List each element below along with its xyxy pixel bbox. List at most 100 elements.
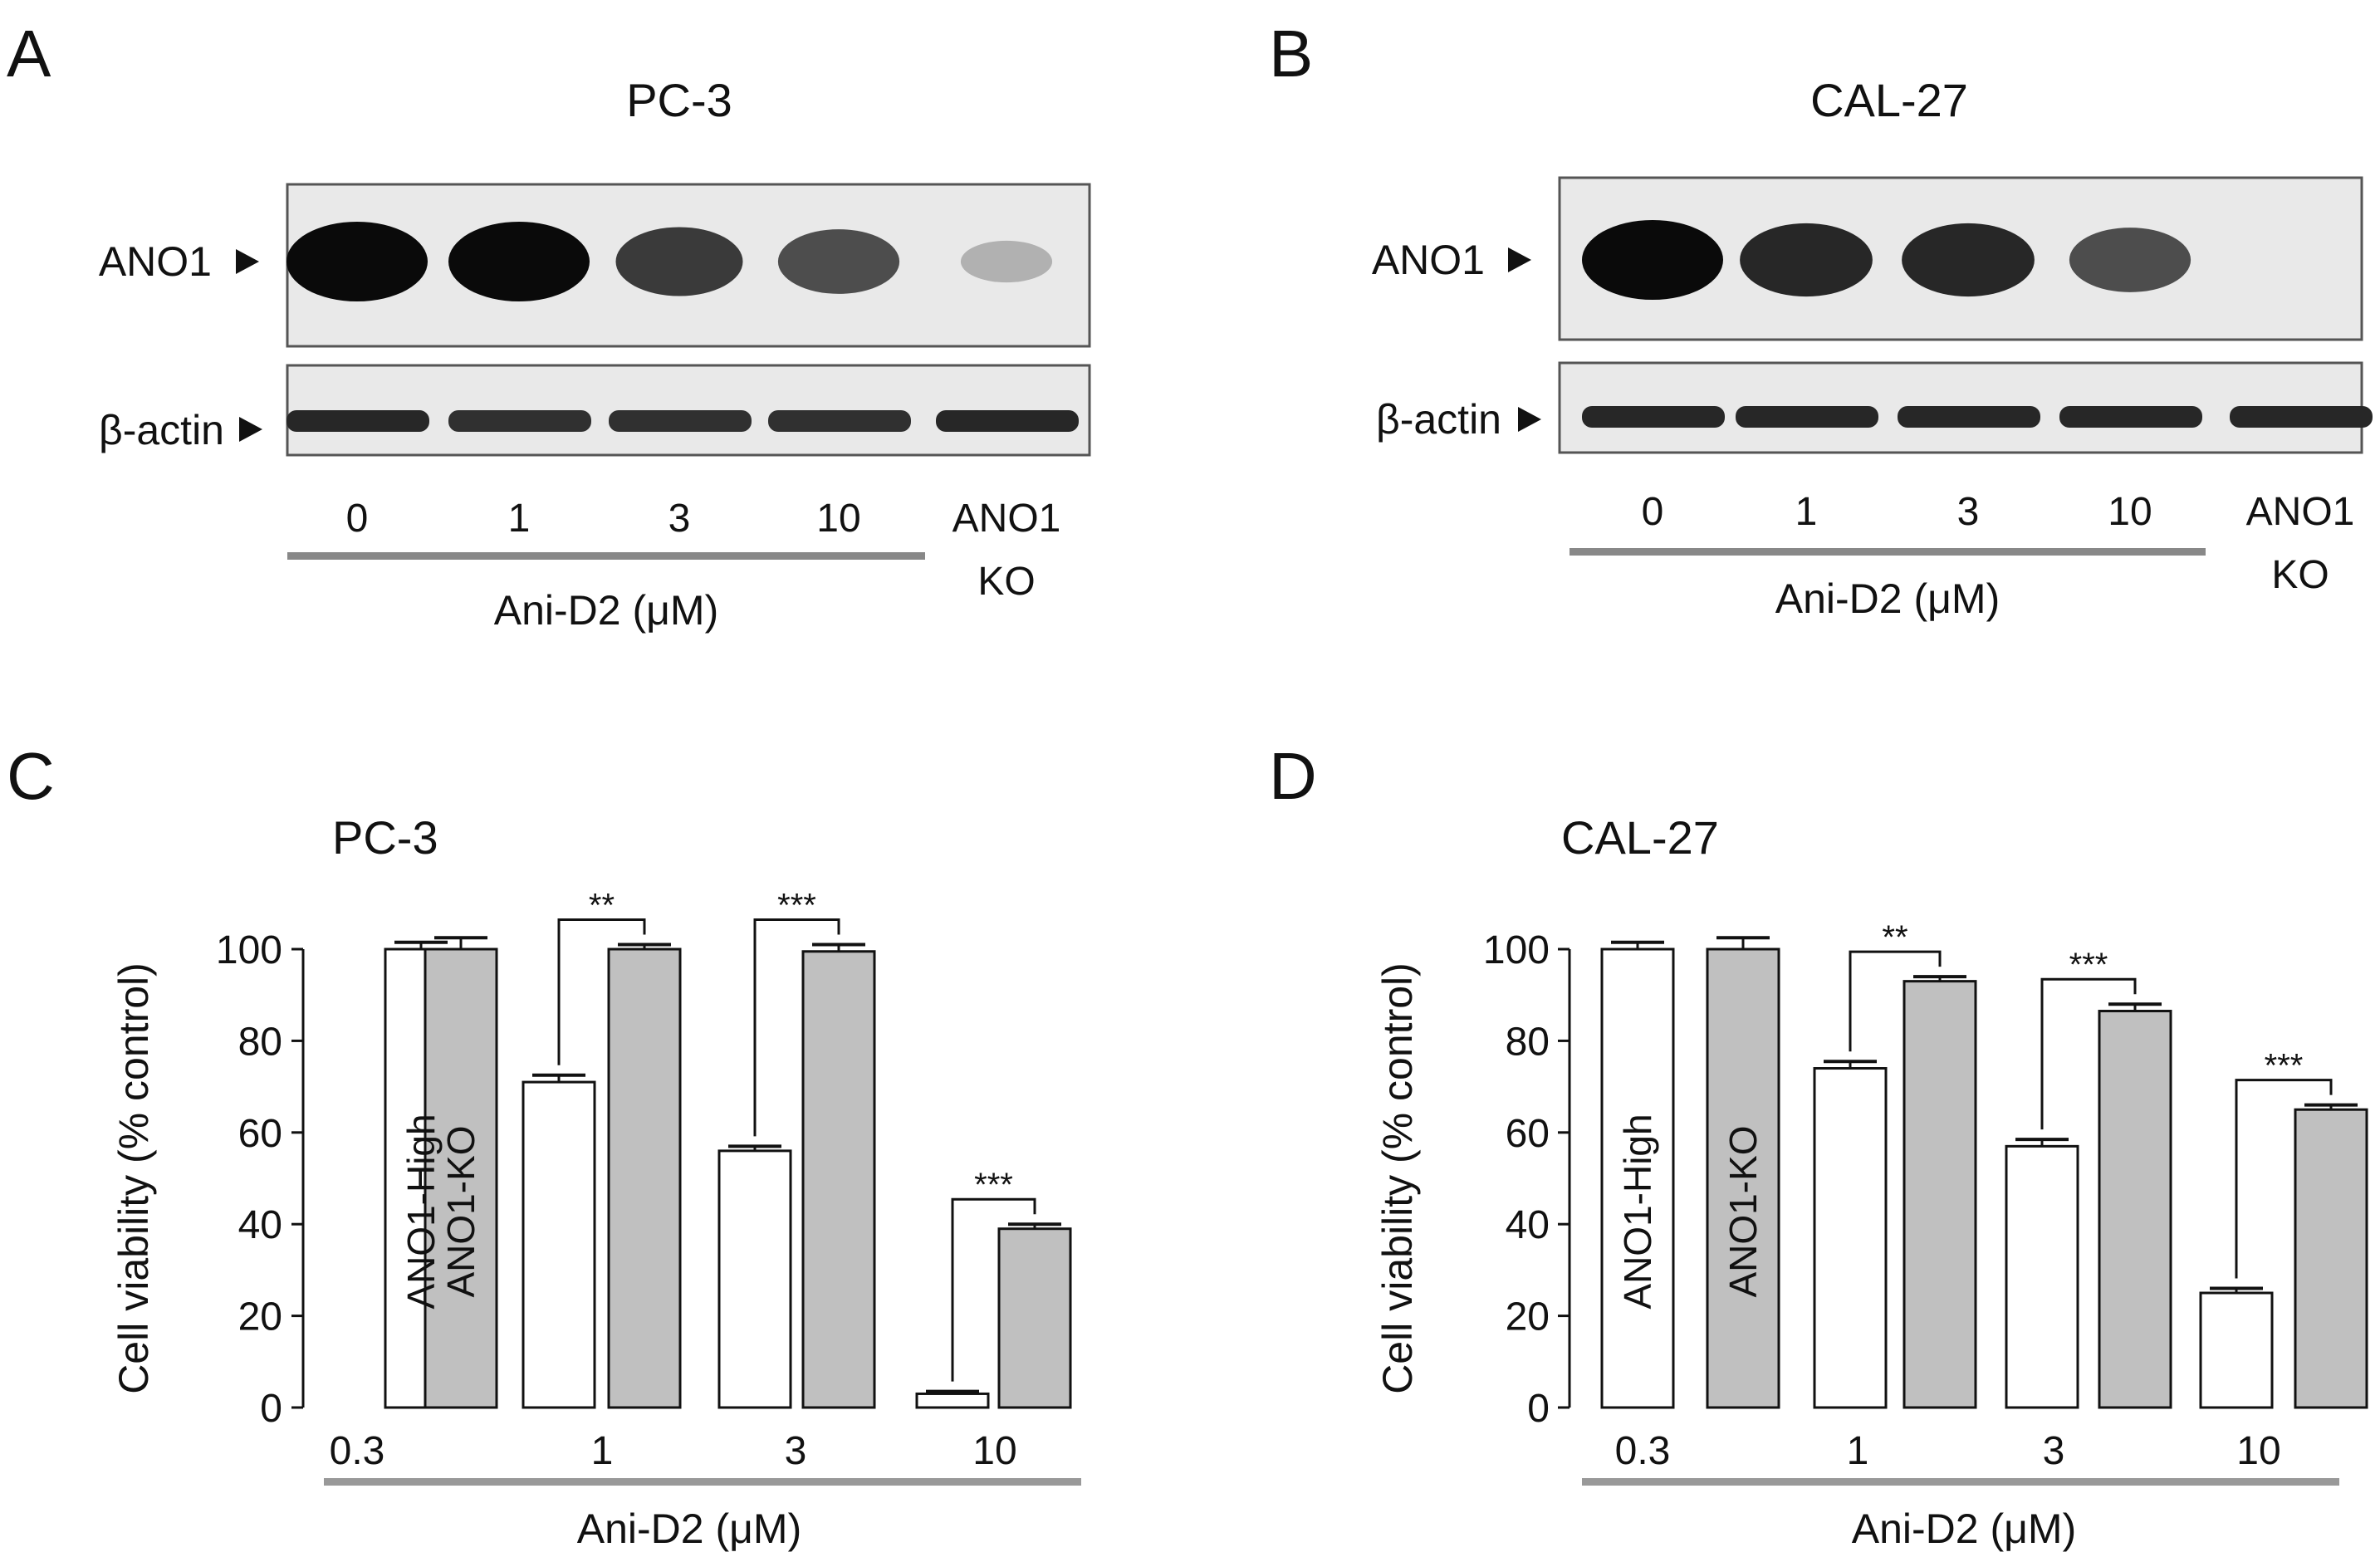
y-tick-label: 100 [216, 928, 282, 972]
blot-title: CAL-27 [1810, 74, 1968, 126]
significance-label: *** [2265, 1048, 2304, 1085]
actin-band [448, 410, 591, 432]
significance-label: *** [777, 887, 816, 923]
western-blot-pc3: PC-3 ANO1 β-actin 0 1 3 10 ANO1 KO Ani-D… [99, 74, 1091, 634]
y-tick-label: 0 [1527, 1387, 1550, 1431]
significance-bracket [1849, 950, 1942, 1052]
ano1-arrowhead [236, 249, 259, 274]
blot-xlabel: Ani-D2 (μM) [494, 587, 718, 634]
treatment-bar [1582, 1478, 2339, 1486]
bar-ano1-high [1600, 947, 1675, 1409]
y-tick-label: 0 [260, 1387, 282, 1431]
lane-label: 10 [816, 497, 860, 541]
bar-ano1-high [2199, 1291, 2274, 1409]
bar-ano1-high [2005, 1144, 2079, 1409]
x-category-label: 3 [2043, 1429, 2065, 1473]
actin-band [768, 410, 911, 432]
x-category-label: 10 [972, 1429, 1016, 1473]
ano1-band [1582, 220, 1723, 300]
bar-series-label: ANO1-KO [1721, 1125, 1765, 1297]
y-tick-label: 60 [238, 1112, 282, 1156]
y-tick-label: 20 [238, 1295, 282, 1339]
y-tick-label: 60 [1506, 1112, 1550, 1156]
bar-series-label: ANO1-KO [439, 1125, 482, 1297]
panel-letter-c: C [7, 739, 55, 813]
y-tick-label: 80 [1506, 1020, 1550, 1064]
significance-bracket [557, 918, 646, 1065]
x-category-label: 0.3 [330, 1429, 385, 1473]
y-tick-label: 20 [1506, 1295, 1550, 1339]
lane-label: 1 [508, 497, 531, 541]
x-axis-label: Ani-D2 (μM) [1852, 1506, 2076, 1552]
actin-band [286, 410, 429, 432]
y-tick-label: 40 [1506, 1203, 1550, 1247]
ano1-band [615, 227, 743, 296]
significance-bracket [951, 1197, 1036, 1382]
lane-label-ko: KO [2271, 553, 2329, 597]
bar-ano1-ko [997, 1227, 1072, 1409]
significance-bracket [753, 918, 840, 1137]
ano1-row-label: ANO1 [1372, 237, 1485, 283]
actin-band [1736, 406, 1878, 428]
ano1-band [1740, 223, 1873, 297]
bar-ano1-high [1813, 1067, 1888, 1409]
y-tick-label: 40 [238, 1203, 282, 1247]
x-axis-label: Ani-D2 (μM) [577, 1506, 801, 1552]
bar-ano1-ko [2098, 1010, 2172, 1409]
ano1-band [1902, 223, 2035, 297]
bar-ano1-ko [1903, 980, 1977, 1409]
bar-ano1-high [717, 1149, 792, 1409]
chart-title: PC-3 [332, 811, 438, 864]
treatment-bar [287, 552, 925, 560]
lane-label-ko: KO [977, 560, 1035, 604]
significance-label: ** [589, 887, 615, 923]
significance-label: *** [2069, 947, 2108, 983]
significance-label: ** [1882, 919, 1907, 956]
bar-ano1-ko [801, 950, 876, 1409]
significance-label: *** [974, 1167, 1013, 1203]
ano1-row-label: ANO1 [99, 238, 212, 285]
bar-ano1-ko [2294, 1108, 2368, 1409]
panel-letter-b: B [1269, 17, 1313, 91]
western-blot-cal27: CAL-27 ANO1 β-actin 0 1 3 10 ANO1 KO Ani… [1372, 74, 2373, 622]
blot-xlabel: Ani-D2 (μM) [1775, 575, 2000, 622]
actin-band [1582, 406, 1725, 428]
ano1-arrowhead [1508, 247, 1531, 272]
bar-ano1-high [522, 1080, 596, 1409]
treatment-bar [1570, 548, 2206, 556]
bar-chart-cal27: CAL-27 0 20 40 60 80 100 Cell viability (% con… [1374, 811, 2368, 1552]
blot-title: PC-3 [626, 74, 732, 126]
actin-row-label: β-actin [1376, 396, 1501, 443]
significance-bracket [2235, 1079, 2333, 1279]
y-tick-label: 80 [238, 1020, 282, 1064]
x-category-label: 10 [2236, 1429, 2280, 1473]
y-axis-label: Cell viability (% control) [1374, 962, 1421, 1394]
panel-letter-d: D [1269, 739, 1317, 813]
actin-band [609, 410, 752, 432]
ano1-band [777, 229, 900, 294]
bar-ano1-ko [424, 947, 498, 1409]
ano1-band [2069, 228, 2191, 292]
bar-chart-pc3: PC-3 0 20 40 60 80 100 Cell viability (% contr… [110, 811, 1081, 1552]
lane-label: 0 [1642, 490, 1664, 534]
panel-letter-a: A [7, 17, 51, 91]
actin-arrowhead [239, 417, 262, 442]
ano1-band [286, 222, 428, 301]
y-tick-label: 100 [1483, 928, 1550, 972]
x-category-label: 0.3 [1615, 1429, 1671, 1473]
treatment-bar [324, 1478, 1081, 1486]
y-axis-label: Cell viability (% control) [110, 962, 157, 1394]
lane-label-ano1: ANO1 [2246, 490, 2355, 534]
actin-row-label: β-actin [99, 407, 224, 453]
x-category-label: 3 [785, 1429, 807, 1473]
actin-band [2230, 406, 2373, 428]
lane-label: 0 [346, 497, 369, 541]
bar-ano1-ko [1706, 947, 1780, 1409]
significance-bracket [2040, 977, 2137, 1130]
lane-label: 3 [1957, 490, 1980, 534]
x-category-label: 1 [1847, 1429, 1869, 1473]
actin-band [936, 410, 1079, 432]
ano1-band [448, 222, 590, 301]
actin-arrowhead [1518, 407, 1541, 432]
